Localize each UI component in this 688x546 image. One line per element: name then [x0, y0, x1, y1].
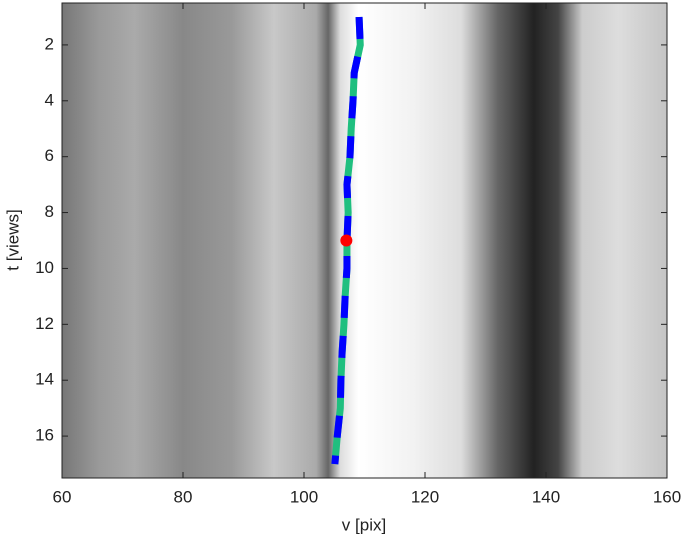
line-series	[331, 16, 364, 465]
y-tick-label: 8	[45, 202, 54, 221]
y-tick-label: 12	[35, 314, 54, 333]
y-axis-label: t [views]	[3, 209, 22, 270]
x-tick-label: 80	[174, 487, 193, 506]
y-tick-label: 2	[45, 34, 54, 53]
y-tick-label: 4	[45, 90, 54, 109]
x-axis-label: v [pix]	[342, 515, 386, 534]
marker-point	[340, 234, 353, 247]
plot-frame	[61, 2, 668, 479]
x-tick-label: 120	[411, 487, 439, 506]
x-tick-label: 100	[290, 487, 318, 506]
x-tick-label: 160	[653, 487, 681, 506]
y-tick-label: 14	[35, 370, 54, 389]
y-tick-label: 16	[35, 426, 54, 445]
image	[62, 3, 667, 478]
y-tick-label: 6	[45, 146, 54, 165]
x-tick-label: 60	[53, 487, 72, 506]
y-tick-label: 10	[35, 258, 54, 277]
x-tick-label: 140	[532, 487, 560, 506]
